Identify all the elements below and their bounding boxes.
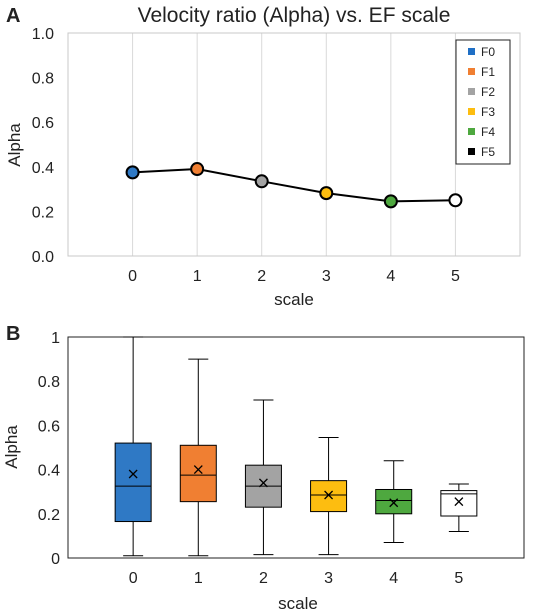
box-iqr [440, 490, 478, 517]
x-tick-label: 4 [386, 268, 395, 285]
y-tick-label: 0.0 [32, 249, 54, 266]
panel-b-label: B [6, 323, 20, 345]
legend-label: F5 [481, 145, 495, 159]
mean-marker [193, 465, 203, 475]
panel-a-legend: F0 F1 F2 F3 F4 F5 [455, 39, 511, 165]
x-tick-label: 4 [389, 570, 398, 587]
x-tick-label: 1 [194, 570, 203, 587]
legend-box [455, 39, 511, 165]
panel-a-xlabel: scale [274, 290, 314, 309]
legend-swatch [468, 108, 475, 115]
y-tick-label: 0 [51, 551, 60, 568]
panel-a-label: A [6, 5, 20, 27]
mean-marker [324, 490, 334, 500]
panel-b-ylabel: Alpha [2, 425, 21, 469]
mean-marker [258, 478, 268, 488]
series-line [132, 168, 456, 203]
x-tick-label: 5 [454, 570, 463, 587]
plot-frame [67, 336, 525, 559]
x-tick-label: 5 [451, 268, 460, 285]
data-point [254, 174, 269, 189]
data-point [125, 165, 140, 180]
legend-label: F1 [481, 65, 495, 79]
data-point [383, 194, 398, 209]
y-tick-label: 0.8 [32, 71, 54, 88]
panel-a-title: Velocity ratio (Alpha) vs. EF scale [138, 4, 451, 27]
box-iqr [114, 442, 152, 523]
panel-a: A Velocity ratio (Alpha) vs. EF scale sc… [5, 4, 521, 309]
box-group [310, 437, 348, 556]
box-iqr [310, 480, 348, 513]
y-tick-label: 0.8 [38, 374, 60, 391]
x-tick-label: 1 [193, 268, 202, 285]
legend-label: F2 [481, 85, 495, 99]
legend-swatch [468, 48, 475, 55]
box-group [179, 358, 217, 557]
legend-label: F0 [481, 45, 495, 59]
box-group [375, 460, 413, 544]
y-tick-label: 0.4 [32, 160, 54, 177]
x-tick-label: 3 [322, 268, 331, 285]
box-group [114, 336, 152, 557]
x-tick-label: 2 [259, 570, 268, 587]
panel-b-boxes [114, 336, 478, 557]
mean-marker [454, 497, 464, 507]
legend-swatch [468, 88, 475, 95]
mean-marker [128, 469, 138, 479]
y-tick-label: 1.0 [32, 26, 54, 43]
box-group [440, 483, 478, 532]
panel-a-grid [67, 33, 521, 256]
plot-frame [67, 32, 521, 257]
y-tick-label: 0.2 [32, 204, 54, 221]
data-point [319, 186, 334, 201]
y-tick-label: 0.4 [38, 463, 60, 480]
data-point [190, 162, 205, 177]
panel-a-series [125, 162, 463, 209]
panel-b-xlabel: scale [278, 594, 318, 613]
legend-label: F3 [481, 105, 495, 119]
legend-swatch [468, 148, 475, 155]
y-tick-label: 1 [51, 330, 60, 347]
legend-label: F4 [481, 125, 495, 139]
y-tick-label: 0.2 [38, 507, 60, 524]
legend-swatch [468, 68, 475, 75]
y-tick-label: 0.6 [38, 418, 60, 435]
x-tick-label: 2 [257, 268, 266, 285]
legend-swatch [468, 128, 475, 135]
panel-a-axes: 0.0 0.2 0.4 0.6 0.8 1.0 0 1 2 3 4 5 [32, 26, 521, 285]
panel-b-axes: 0 0.2 0.4 0.6 0.8 1 0 1 2 3 4 5 [38, 330, 525, 587]
data-point [448, 193, 463, 208]
box-iqr [375, 488, 413, 515]
x-tick-label: 3 [324, 570, 333, 587]
box-group [244, 399, 282, 556]
mean-marker [389, 498, 399, 508]
box-iqr [179, 444, 217, 503]
y-tick-label: 0.6 [32, 115, 54, 132]
x-tick-label: 0 [129, 570, 138, 587]
panel-b: B scale Alpha 0 0.2 0.4 0.6 0.8 1 0 1 2 3 4 5 [2, 323, 525, 613]
x-tick-label: 0 [128, 268, 137, 285]
panel-a-ylabel: Alpha [5, 123, 24, 167]
